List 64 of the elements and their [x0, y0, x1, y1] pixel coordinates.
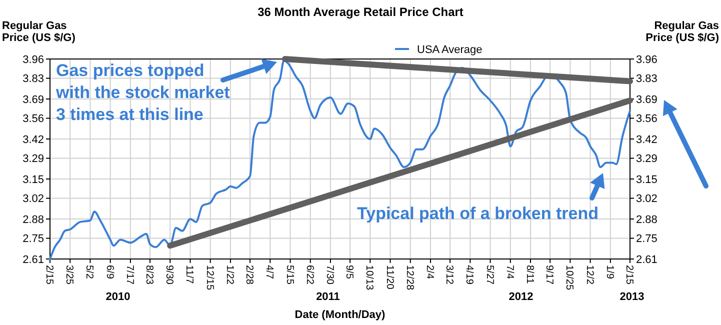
y2-tick-label: 3.69 — [636, 94, 658, 106]
x-tick-label: 12/2 — [584, 265, 595, 285]
line-series — [49, 59, 631, 260]
x-axis-title: Date (Month/Day) — [294, 309, 386, 321]
annotation: Typical path of a broken trend — [357, 204, 598, 223]
x-tick-label: 3/25 — [64, 265, 75, 285]
y-tick-label: 3.96 — [22, 54, 44, 66]
x-tick-label: 2/15 — [44, 265, 54, 285]
x-tick-label: 5/27 — [484, 265, 495, 285]
x-tick-label: 2/28 — [244, 265, 255, 285]
x-tick-label: 9/30 — [164, 265, 175, 285]
x-tick-label: 12/28 — [404, 265, 415, 290]
y2-tick-label: 3.96 — [636, 54, 658, 66]
y-tick-label: 3.42 — [22, 134, 44, 146]
y-axis-title: Regular Gas Price (US $/G) — [2, 20, 76, 44]
x-tick-label: 7/17 — [124, 265, 135, 285]
y-tick-label: 3.29 — [22, 153, 44, 166]
y-tick-label: 3.56 — [22, 113, 44, 126]
x-tick-label: 5/2 — [84, 265, 95, 280]
y-tick-label: 2.88 — [22, 214, 44, 226]
y2-tick-label: 3.02 — [636, 193, 658, 206]
x-tick-label: 2/15 — [624, 265, 634, 285]
y2-tick-label: 3.83 — [636, 73, 658, 86]
y2-tick-label: 3.42 — [636, 134, 658, 146]
x-tick-label: 9/5 — [344, 265, 355, 280]
x-tick-label: 8/11 — [524, 265, 536, 284]
x-tick-label: 10/13 — [364, 265, 375, 290]
x-tick-label: 5/15 — [284, 265, 295, 285]
y2-tick-label: 2.75 — [636, 233, 658, 246]
y2-tick-label: 3.29 — [636, 153, 658, 166]
text: 2010 — [106, 291, 130, 303]
y2-tick-label: 3.56 — [636, 113, 658, 126]
x-tick-label: 8/23 — [144, 265, 155, 285]
x-tick-label: 7/4 — [504, 265, 515, 280]
x-tick-label: 11/20 — [384, 265, 395, 290]
chart-title: 36 Month Average Retail Price Chart — [258, 5, 464, 19]
x-tick-label: 10/25 — [564, 265, 575, 290]
y2-tick-label: 3.15 — [636, 174, 658, 186]
x-tick-label: 11/7 — [184, 265, 195, 284]
y-tick-label: 2.61 — [22, 254, 44, 266]
x-tick-label: 1/9 — [604, 265, 615, 280]
y2-axis-title: Regular Gas Price (US $/G) — [646, 20, 720, 44]
y-tick-label: 2.75 — [22, 233, 44, 246]
legend-label: USA Average — [417, 44, 482, 56]
text: 2011 — [316, 291, 340, 303]
annotation: Gas prices topped with the stock market 3 times at this line — [55, 61, 230, 124]
x-tick-label: 12/15 — [204, 265, 215, 290]
x-tick-label: 3/12 — [444, 265, 455, 285]
y-tick-label: 3.02 — [22, 193, 44, 206]
x-tick-label: 6/22 — [304, 265, 315, 285]
y-tick-label: 3.83 — [22, 73, 44, 86]
text: 2012 — [508, 291, 534, 303]
x-tick-label: 7/30 — [324, 265, 335, 285]
y2-tick-label: 2.61 — [636, 254, 658, 266]
x-tick-label: 9/17 — [544, 265, 555, 285]
text: 2013 — [620, 291, 644, 303]
x-tick-label: 4/7 — [264, 265, 275, 280]
x-tick-label: 1/22 — [224, 265, 235, 285]
y-tick-label: 3.69 — [22, 94, 44, 106]
y2-tick-label: 2.88 — [636, 214, 658, 226]
x-tick-label: 2/4 — [424, 265, 435, 280]
x-tick-label: 6/9 — [104, 265, 115, 280]
x-tick-label: 4/19 — [464, 265, 475, 285]
y-tick-label: 3.15 — [22, 174, 44, 186]
